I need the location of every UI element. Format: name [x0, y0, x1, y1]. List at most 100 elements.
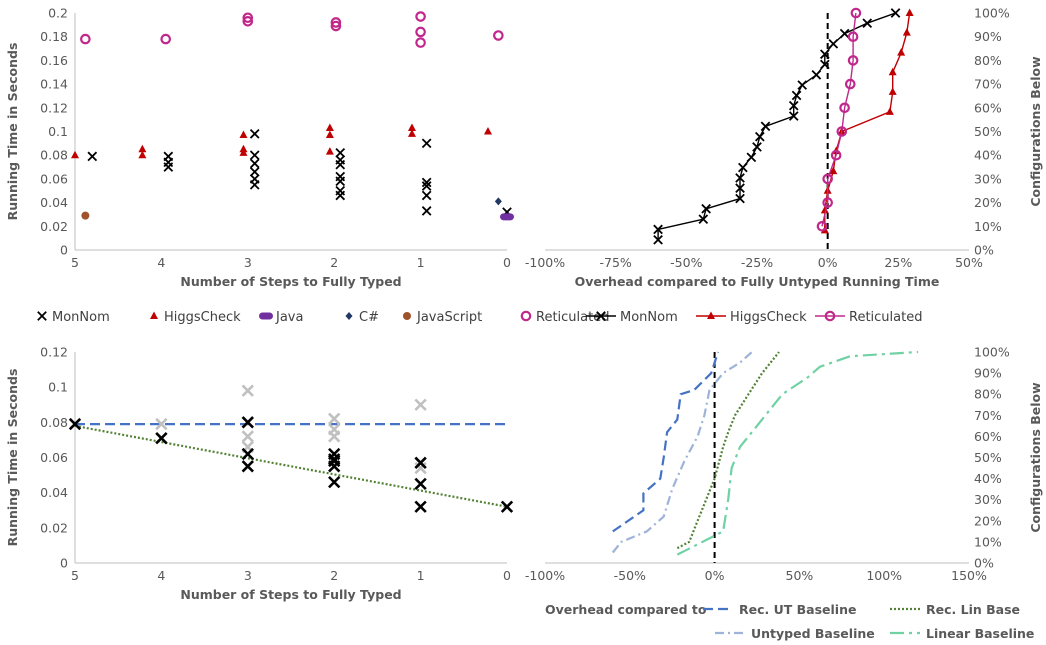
monnom-point [421, 206, 432, 216]
x-tick-label: 0% [705, 568, 725, 583]
x-axis-title: Overhead compared to Fully Untyped Runni… [575, 274, 940, 289]
rec-lin-base-series-line [676, 351, 780, 550]
legend: Overhead compared to Rec. UT Baseline Rec.… [545, 602, 1034, 641]
y-tick-label: 20% [974, 513, 1002, 528]
reticulated-point [493, 30, 504, 41]
c-legend-marker [345, 312, 353, 320]
reticulated-point [242, 15, 254, 27]
higgscheck-point [325, 130, 334, 139]
y-tick-label: 0.04 [40, 485, 68, 500]
x-tick-label: -100% [525, 568, 565, 583]
monnom-point [811, 70, 822, 80]
monnom-point [421, 138, 432, 149]
monnom-point [87, 151, 98, 162]
monnom-point [735, 173, 745, 183]
y-tick-label: 0.12 [40, 345, 68, 360]
y-tick-label: 90% [974, 366, 1002, 381]
java-legend-marker [259, 312, 273, 320]
other-points-point [241, 384, 254, 397]
y-tick-label: 0% [974, 556, 994, 571]
reticulated-point [330, 17, 342, 28]
monnom-point [828, 38, 839, 49]
y-tick-label: 60% [974, 100, 1002, 115]
reticulated-point [415, 37, 426, 48]
y-tick-label: 0.06 [40, 171, 68, 186]
rec-lin-base-line [74, 424, 508, 508]
y-axis-title: Configurations Below [1028, 56, 1043, 207]
x-tick-label: 4 [157, 255, 165, 270]
monnom-series-line [657, 12, 896, 240]
selected-points-point [414, 456, 427, 469]
x-tick-label: 0 [503, 255, 511, 270]
higgscheck-point [897, 48, 906, 56]
higgscheck-point [407, 129, 416, 137]
higgscheck-point [325, 123, 334, 131]
legend: MonNom HiggsCheck Reticulated [586, 310, 922, 325]
higgscheck-point [239, 130, 248, 139]
selected-points-point [500, 500, 514, 513]
selected-points-point [328, 475, 341, 489]
higgscheck-legend-marker [150, 311, 158, 319]
y-tick-label: 0.08 [40, 415, 68, 430]
x-tick-label: 5 [71, 255, 79, 270]
c-legend-label: C# [359, 310, 379, 325]
y-tick-label: 90% [974, 29, 1002, 44]
selected-points-point [328, 460, 341, 473]
y-tick-label: 0.18 [40, 29, 68, 44]
higgscheck-point [71, 150, 79, 159]
reticulated-point [844, 78, 856, 90]
monnom-point [335, 159, 346, 170]
y-axis-title: Running Time in Seconds [5, 369, 20, 547]
untyped-baseline-series-line [611, 351, 753, 554]
monnom-point [738, 162, 748, 173]
reticulated-legend-label: Reticulated [536, 310, 609, 325]
other-points-point [241, 430, 254, 443]
reticulated-point [836, 126, 848, 137]
y-tick-label: 0.16 [40, 53, 68, 68]
reticulated-legend-marker [824, 310, 836, 322]
monnom-point [820, 49, 830, 60]
y-tick-label: 10% [974, 534, 1002, 549]
x-tick-label: -75% [600, 255, 632, 270]
y-tick-label: 0.12 [40, 100, 68, 115]
higgscheck-point [483, 127, 492, 135]
y-tick-label: 0.06 [40, 450, 68, 465]
x-tick-label: 4 [157, 568, 165, 583]
y-tick-label: 100% [974, 345, 1010, 360]
reticulated-point [847, 55, 859, 66]
y-tick-label: 0.2 [48, 6, 68, 21]
monnom-point [820, 59, 830, 70]
higgscheck-legend-label: HiggsCheck [730, 310, 807, 325]
y-tick-label: 0.14 [40, 77, 68, 92]
monnom-point [698, 214, 709, 225]
monnom-point [752, 142, 762, 152]
y-tick-label: 50% [974, 124, 1002, 139]
reticulated-point [839, 102, 850, 114]
cdf-bottom-plot: -100% -50% 0% 50% 100% 150%0%10%20%30%40%50%6… [525, 345, 1043, 642]
reticulated-series-line [821, 12, 857, 227]
higgscheck-legend-marker [707, 311, 715, 319]
monnom-legend-marker [37, 311, 47, 321]
monnom-point [653, 234, 663, 245]
y-tick-label: 70% [974, 77, 1002, 92]
y-tick-label: 0% [974, 243, 994, 258]
x-axis-title: Number of Steps to Fully Typed [180, 274, 401, 289]
monnom-point [421, 190, 432, 201]
legend: MonNom HiggsCheck Java C# JavaScript Reticula… [37, 310, 609, 325]
cdf-top-plot: -100% -75% -50% -25% 0% 25% 50%0%10%20%30%40%5… [525, 6, 1043, 326]
selected-points-point [414, 500, 427, 513]
other-points-point [414, 398, 427, 411]
higgscheck-point [829, 166, 838, 175]
reticulated-point [816, 221, 828, 232]
y-tick-label: 10% [974, 219, 1002, 234]
monnom-point [754, 131, 765, 142]
y-tick-label: 0.02 [40, 219, 68, 234]
y-tick-label: 20% [974, 195, 1002, 210]
reticulated-point [822, 173, 833, 185]
higgscheck-point [888, 87, 897, 95]
linear-baseline-legend-label: Linear Baseline [926, 626, 1034, 641]
monnom-point [791, 90, 802, 101]
rec-lin-base-legend-label: Rec. Lin Base [926, 602, 1020, 617]
reticulated-point [822, 197, 833, 208]
y-tick-label: 0.04 [40, 195, 68, 210]
